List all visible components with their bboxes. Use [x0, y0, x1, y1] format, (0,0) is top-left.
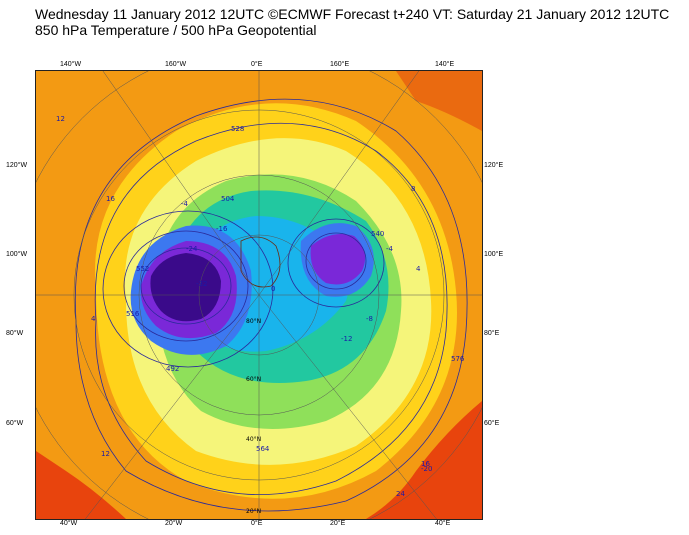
warm-region-ne: [396, 71, 482, 131]
map-canvas: 12 16 -4 -16 -24 -32 -12 -8 -4 4 8 12 16…: [36, 71, 482, 519]
lon-label-bottom: 40°E: [435, 520, 451, 527]
parallel-label: 20°N: [246, 508, 261, 515]
contour-label: -24: [186, 245, 198, 253]
warm-region-se: [366, 401, 482, 519]
contour-label: 4: [416, 265, 421, 273]
parallel-label: 40°N: [246, 436, 261, 443]
cold-core-west: [150, 253, 221, 322]
lon-label-bottom: 20°E: [330, 520, 346, 527]
cold-core-east: [310, 233, 366, 285]
lon-label-top: 0°E: [251, 61, 263, 68]
title-line-2: 850 hPa Temperature / 500 hPa Geopotenti…: [35, 22, 317, 38]
geopotential-contours: [74, 98, 468, 512]
map-title: Wednesday 11 January 2012 12UTC ©ECMWF F…: [35, 6, 669, 38]
graticule: [36, 71, 482, 519]
contour-label: 516: [126, 310, 140, 318]
contour-label: 0: [271, 285, 275, 293]
title-line-1: Wednesday 11 January 2012 12UTC ©ECMWF F…: [35, 6, 670, 22]
contour-label: 564: [256, 445, 270, 453]
lon-label-left: 80°W: [6, 330, 24, 337]
lon-label-bottom: 0°E: [251, 520, 263, 527]
coastline-arctic: [240, 236, 281, 288]
parallel-label: 60°N: [246, 376, 261, 383]
contour-label: -20: [421, 465, 432, 473]
lon-label-right: 100°E: [484, 251, 504, 258]
contour-label: 16: [106, 195, 115, 203]
contour-label: 540: [371, 230, 384, 238]
contour-label: -32: [196, 280, 207, 288]
contour-label: 576: [451, 355, 465, 363]
parallel-label: 80°N: [246, 318, 261, 325]
contour-label: -16: [216, 225, 228, 233]
lon-label-left: 100°W: [6, 251, 28, 258]
contour-label: 12: [101, 450, 110, 458]
contour-label: 528: [231, 125, 244, 133]
contour-label: 4: [91, 315, 96, 323]
lon-label-top: 160°E: [330, 61, 350, 68]
lon-label-bottom: 20°W: [165, 520, 183, 527]
contour-label: -4: [181, 200, 189, 208]
lon-label-right: 60°E: [484, 420, 500, 427]
contour-label: 12: [56, 115, 65, 123]
lon-label-right: 80°E: [484, 330, 500, 337]
contour-label: 552: [136, 265, 149, 273]
lon-label-right: 120°E: [484, 162, 504, 169]
lon-label-top: 140°W: [60, 61, 82, 68]
lon-label-left: 60°W: [6, 420, 24, 427]
contour-label: 24: [396, 490, 405, 498]
contour-label: 492: [166, 365, 179, 373]
lon-label-bottom: 40°W: [60, 520, 78, 527]
contour-label: 16: [421, 460, 430, 468]
lon-label-left: 120°W: [6, 162, 28, 169]
contour-label: -4: [386, 245, 394, 253]
lon-label-top: 160°W: [165, 61, 187, 68]
warm-region-sw: [36, 451, 126, 519]
contour-label: -8: [366, 315, 373, 323]
lon-label-top: 140°E: [435, 61, 455, 68]
contour-label: 8: [411, 185, 415, 193]
contour-label: 504: [221, 195, 235, 203]
contour-label: -12: [341, 335, 352, 343]
forecast-map[interactable]: 12 16 -4 -16 -24 -32 -12 -8 -4 4 8 12 16…: [35, 70, 483, 520]
